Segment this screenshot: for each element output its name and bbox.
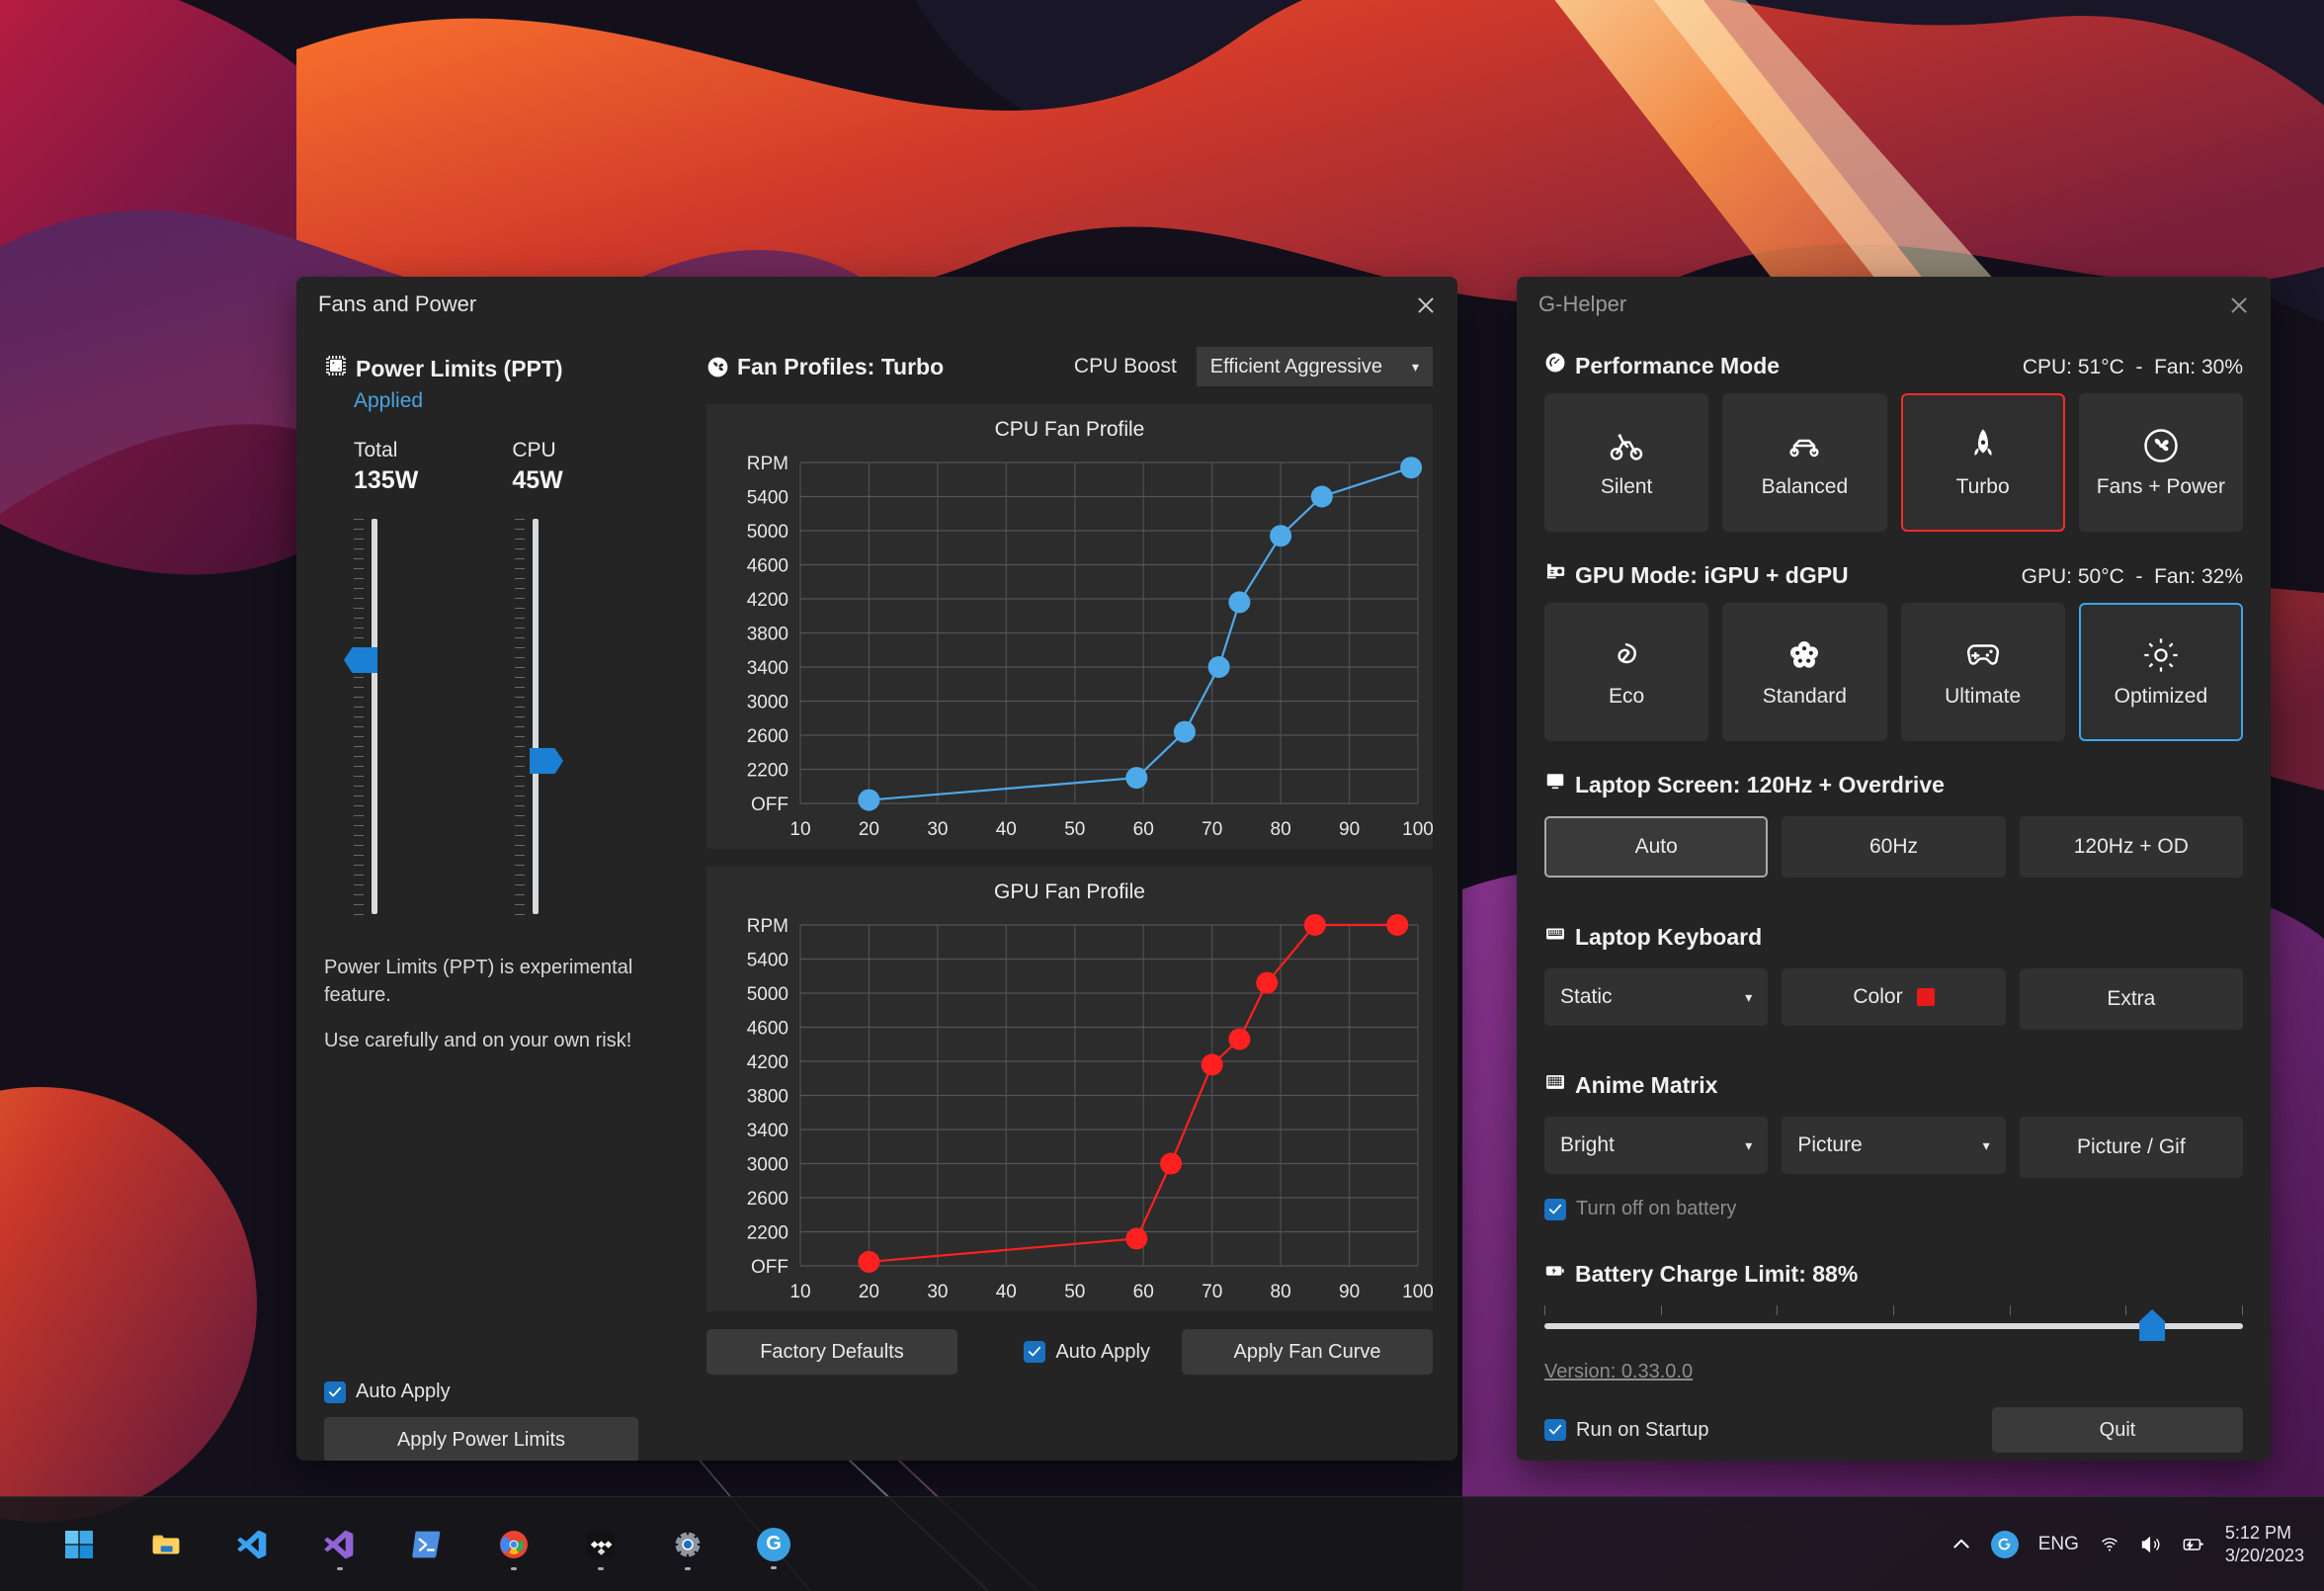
svg-text:3400: 3400: [747, 1121, 788, 1141]
svg-text:OFF: OFF: [751, 1257, 788, 1278]
svg-text:4600: 4600: [747, 556, 788, 577]
svg-text:80: 80: [1271, 819, 1291, 840]
svg-text:4600: 4600: [747, 1019, 788, 1040]
svg-text:OFF: OFF: [751, 795, 788, 815]
svg-text:30: 30: [927, 1282, 948, 1302]
svg-text:20: 20: [859, 1282, 879, 1302]
svg-text:2200: 2200: [747, 1223, 788, 1244]
svg-text:5000: 5000: [747, 522, 788, 543]
svg-text:5000: 5000: [747, 984, 788, 1005]
svg-text:3400: 3400: [747, 658, 788, 679]
svg-text:90: 90: [1339, 1282, 1360, 1302]
svg-text:RPM: RPM: [747, 454, 788, 474]
svg-text:4200: 4200: [747, 590, 788, 611]
svg-text:5400: 5400: [747, 951, 788, 971]
svg-text:20: 20: [859, 819, 879, 840]
svg-text:40: 40: [996, 1282, 1017, 1302]
svg-text:60: 60: [1133, 819, 1154, 840]
svg-text:80: 80: [1271, 1282, 1291, 1302]
svg-text:3800: 3800: [747, 1087, 788, 1108]
svg-text:50: 50: [1064, 819, 1085, 840]
svg-text:70: 70: [1202, 819, 1222, 840]
svg-text:3000: 3000: [747, 1155, 788, 1176]
svg-text:4200: 4200: [747, 1052, 788, 1073]
svg-text:3000: 3000: [747, 693, 788, 713]
svg-text:30: 30: [927, 819, 948, 840]
svg-text:5400: 5400: [747, 488, 788, 509]
svg-text:100: 100: [1402, 1282, 1433, 1302]
svg-text:RPM: RPM: [747, 916, 788, 937]
svg-text:10: 10: [789, 1282, 810, 1302]
svg-text:2600: 2600: [747, 1189, 788, 1210]
svg-text:90: 90: [1339, 819, 1360, 840]
svg-text:50: 50: [1064, 1282, 1085, 1302]
svg-text:3800: 3800: [747, 625, 788, 645]
svg-text:60: 60: [1133, 1282, 1154, 1302]
svg-text:70: 70: [1202, 1282, 1222, 1302]
svg-text:2600: 2600: [747, 726, 788, 747]
svg-text:40: 40: [996, 819, 1017, 840]
svg-text:2200: 2200: [747, 761, 788, 782]
svg-text:10: 10: [789, 819, 810, 840]
svg-text:100: 100: [1402, 819, 1433, 840]
